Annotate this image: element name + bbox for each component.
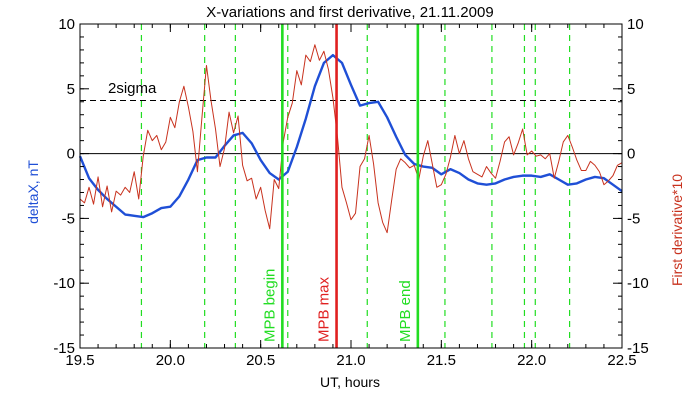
chart-title: X-variations and first derivative, 21.11… (206, 4, 493, 21)
y-tick-label-right: 0 (627, 146, 635, 163)
y-axis-label-right: First derivative*10 (669, 174, 685, 286)
y-tick-label-left: -10 (53, 275, 75, 292)
y-tick-label-left: -15 (53, 340, 75, 357)
y-tick-label-right: -15 (627, 340, 649, 357)
plot-frame (79, 23, 623, 349)
x-tick-label: 20.5 (246, 352, 275, 369)
y-tick-label-right: 5 (627, 81, 635, 98)
x-tick-label: 21.5 (427, 352, 456, 369)
x-tick-label: 19.5 (65, 352, 94, 369)
series-layer (78, 44, 623, 234)
y-tick-label-left: 0 (67, 146, 75, 163)
y-tick-label-right: -5 (627, 210, 640, 227)
axes-layer: 19.5 20.0 20.5 21.0 21.5 22.0 22.5-15 -15-10 -10… (53, 16, 648, 369)
y-tick-label-left: 10 (58, 16, 75, 33)
y-tick-label-right: -10 (627, 275, 649, 292)
y-tick-label-left: -5 (62, 210, 75, 227)
y-tick-label-right: 10 (627, 16, 644, 33)
mpb-end-label: MPB end (397, 280, 414, 342)
deltax-series-line (78, 53, 623, 219)
derivative-series-line (79, 44, 623, 234)
mpb-begin-label: MPB begin (261, 269, 278, 342)
x-tick-label: 20.0 (156, 352, 185, 369)
mpb-max-label: MPB max (316, 276, 333, 342)
y-axis-label-left: deltaX, nT (25, 160, 41, 224)
x-axis-label: UT, hours (320, 374, 380, 390)
grid-layer (80, 24, 622, 348)
x-tick-label: 22.0 (517, 352, 546, 369)
x-tick-label: 21.0 (336, 352, 365, 369)
y-tick-label-left: 5 (67, 81, 75, 98)
x-tick-label: 22.5 (607, 352, 636, 369)
marker-layer: MPB begin MPB max MPB end (261, 24, 420, 348)
sigma-label: 2sigma (108, 80, 157, 97)
